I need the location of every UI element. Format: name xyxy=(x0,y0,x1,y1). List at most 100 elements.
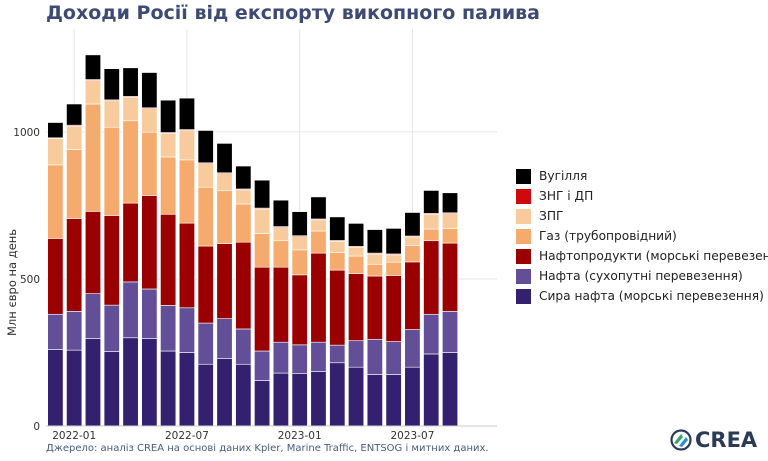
bar-segment xyxy=(329,362,346,427)
legend-item: ЗПГ xyxy=(516,206,768,226)
bar-segment xyxy=(404,245,421,263)
bar-segment xyxy=(366,275,383,340)
legend-swatch xyxy=(516,188,531,204)
x-tick-label: 2022-07 xyxy=(165,430,209,442)
bar-segment xyxy=(348,223,365,247)
legend-item: Вугілля xyxy=(516,166,768,186)
bar-segment xyxy=(404,236,421,247)
bar-segment xyxy=(442,311,459,353)
bar-segment xyxy=(423,240,440,315)
legend-label: Газ (трубопровідний) xyxy=(539,229,677,243)
bar-segment xyxy=(122,67,139,97)
legend-label: ЗПГ xyxy=(539,209,564,223)
bar-segment xyxy=(423,353,440,427)
legend-label: Нафтопродукти (морські перевезення) xyxy=(539,249,768,263)
bar-segment xyxy=(84,211,101,294)
bar-segment xyxy=(272,199,289,227)
chart-title: Доходи Росії від експорту викопного пали… xyxy=(46,2,540,24)
bar-segment xyxy=(141,288,158,339)
bar-segment xyxy=(197,186,214,247)
bar-segment xyxy=(366,338,383,375)
legend-label: Сира нафта (морські перевезення) xyxy=(539,289,764,303)
bar-segment xyxy=(272,372,289,427)
legend-item: Нафта (сухопутні перевезення) xyxy=(516,266,768,286)
x-tick-label: 2022-01 xyxy=(52,430,96,442)
bar-segment xyxy=(122,202,139,283)
bar-segment xyxy=(47,349,64,427)
legend-swatch xyxy=(516,208,531,224)
bar-segment xyxy=(235,328,252,365)
bar-segment xyxy=(404,212,421,237)
bar-segment xyxy=(366,253,383,265)
crea-logo-text: CREA xyxy=(695,428,758,452)
bar-segment xyxy=(47,138,64,166)
bar-segment xyxy=(66,125,83,150)
bar-segment xyxy=(329,241,346,253)
bar-segment xyxy=(197,163,214,188)
bar-segment xyxy=(160,133,177,158)
bar-segment xyxy=(385,228,402,255)
bar-segment xyxy=(216,143,233,174)
bar-segment xyxy=(178,97,195,130)
bar-segment xyxy=(216,190,233,244)
bar-segment xyxy=(66,311,83,351)
bar-segment xyxy=(423,313,440,355)
bar-segment xyxy=(310,252,327,343)
bar-segment xyxy=(442,352,459,427)
bar-segment xyxy=(235,165,252,190)
bar-segment xyxy=(197,322,214,365)
bar-segment xyxy=(122,281,139,339)
bar-segment xyxy=(254,350,271,381)
plot-area xyxy=(46,29,497,426)
bar-segment xyxy=(385,261,402,276)
bar-segment xyxy=(404,329,421,368)
legend-swatch xyxy=(516,228,531,244)
legend-item: ЗНГ і ДП xyxy=(516,186,768,206)
bar-segment xyxy=(178,352,195,427)
bar-segment xyxy=(141,338,158,427)
legend-item: Сира нафта (морські перевезення) xyxy=(516,286,768,306)
legend-swatch xyxy=(516,168,531,184)
bar-segment xyxy=(141,72,158,109)
bar-segment xyxy=(197,130,214,164)
bar-segment xyxy=(329,216,346,241)
bar-segment xyxy=(84,338,101,427)
bar-segment xyxy=(442,242,459,312)
bar-segment xyxy=(329,344,346,364)
bar-segment xyxy=(103,304,120,352)
legend-item: Газ (трубопровідний) xyxy=(516,226,768,246)
bar-segment xyxy=(385,275,402,342)
bar-segment xyxy=(385,254,402,263)
crea-logo-mark-icon xyxy=(670,429,692,451)
bar-segment xyxy=(254,208,271,234)
bar-segment xyxy=(235,241,252,330)
bar-segment xyxy=(103,215,120,306)
bar-segment xyxy=(348,246,365,257)
x-tick-label: 2023-07 xyxy=(391,430,435,442)
legend-swatch xyxy=(516,248,531,264)
bar-segment xyxy=(122,337,139,427)
bar-segment xyxy=(272,341,289,374)
bar-segment xyxy=(103,68,120,101)
bar-segment xyxy=(160,99,177,133)
legend-label: Вугілля xyxy=(539,169,588,183)
bar-segment xyxy=(178,130,195,161)
bar-segment xyxy=(103,351,120,427)
bar-segment xyxy=(310,371,327,427)
bar-segment xyxy=(197,245,214,324)
bar-segment xyxy=(160,156,177,215)
legend-label: ЗНГ і ДП xyxy=(539,189,594,203)
bar-segment xyxy=(310,196,327,220)
bar-segment xyxy=(216,358,233,427)
bar-segment xyxy=(272,266,289,343)
bar-segment xyxy=(272,240,289,268)
bar-segment xyxy=(404,261,421,330)
bar-segment xyxy=(442,192,459,214)
y-tick-label: 1000 xyxy=(13,127,40,139)
y-tick-label: 500 xyxy=(20,274,40,286)
bar-segment xyxy=(216,318,233,359)
bar-segment xyxy=(254,233,271,268)
bar-segment xyxy=(84,80,101,105)
bar-segment xyxy=(160,305,177,352)
